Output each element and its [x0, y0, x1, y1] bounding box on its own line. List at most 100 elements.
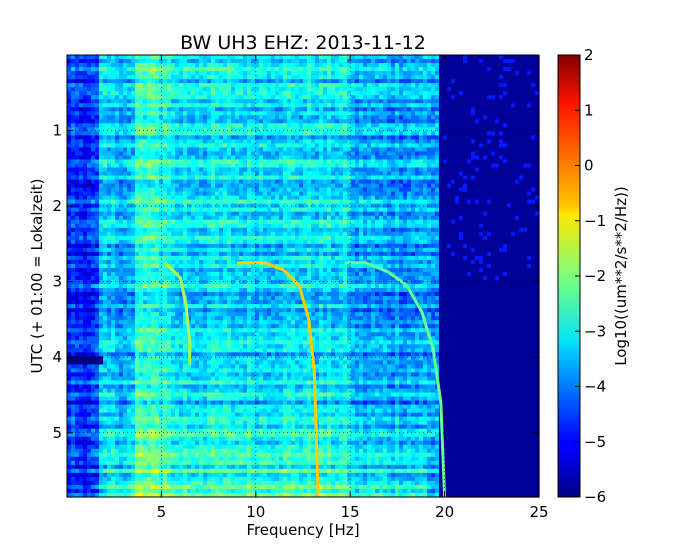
heatmap-cell: [455, 67, 460, 72]
heatmap-cell: [395, 119, 400, 124]
heatmap-cell: [415, 127, 420, 132]
heatmap-cell: [459, 215, 464, 221]
heatmap-cell: [83, 135, 88, 140]
heatmap-cell: [343, 167, 348, 173]
heatmap-cell: [267, 135, 272, 140]
heatmap-cell: [191, 83, 196, 88]
heatmap-cell: [255, 171, 260, 177]
heatmap-cell: [267, 139, 272, 144]
heatmap-cell: [531, 175, 536, 181]
heatmap-cell: [203, 95, 208, 100]
heatmap-cell: [215, 151, 220, 157]
heatmap-cell: [419, 115, 424, 120]
heatmap-cell: [71, 159, 76, 165]
heatmap-cell: [259, 143, 264, 149]
heatmap-cell: [135, 139, 140, 144]
heatmap-cell: [523, 67, 528, 72]
heatmap-cell: [443, 59, 448, 64]
heatmap-cell: [135, 131, 140, 136]
heatmap-cell: [203, 155, 208, 161]
heatmap-cell: [263, 111, 268, 116]
heatmap-cell: [463, 179, 468, 185]
heatmap-cell: [371, 215, 376, 221]
heatmap-row: [67, 67, 540, 72]
heatmap-cell: [111, 59, 116, 64]
heatmap-cell: [275, 95, 280, 100]
heatmap-cell: [91, 79, 96, 84]
heatmap-cell: [195, 167, 200, 173]
heatmap-cell: [355, 123, 360, 128]
heatmap-cell: [383, 127, 388, 132]
heatmap-cell: [291, 203, 296, 209]
heatmap-cell: [427, 99, 432, 104]
heatmap-cell: [259, 115, 264, 120]
heatmap-cell: [287, 119, 292, 124]
heatmap-cell: [451, 127, 456, 132]
heatmap-cell: [415, 215, 420, 221]
heatmap-cell: [103, 187, 108, 193]
heatmap-cell: [275, 155, 280, 161]
heatmap-cell: [91, 199, 96, 205]
heatmap-cell: [203, 59, 208, 64]
heatmap-cell: [371, 79, 376, 84]
heatmap-cell: [355, 75, 360, 80]
heatmap-cell: [459, 95, 464, 100]
heatmap-cell: [259, 75, 264, 80]
heatmap-cell: [351, 131, 356, 136]
heatmap-cell: [83, 139, 88, 144]
heatmap-cell: [323, 99, 328, 104]
heatmap-cell: [395, 59, 400, 64]
heatmap-cell: [71, 203, 76, 209]
heatmap-cell: [123, 87, 128, 92]
heatmap-cell: [207, 191, 212, 197]
heatmap-cell: [451, 115, 456, 120]
heatmap-cell: [263, 99, 268, 104]
heatmap-cell: [523, 55, 528, 60]
heatmap-cell: [271, 143, 276, 149]
heatmap-cell: [331, 119, 336, 124]
heatmap-cell: [367, 99, 372, 104]
heatmap-cell: [307, 107, 312, 112]
heatmap-cell: [167, 107, 172, 112]
heatmap-cell: [491, 115, 496, 120]
heatmap-cell: [295, 203, 300, 209]
heatmap-cell: [315, 151, 320, 157]
heatmap-cell: [403, 191, 408, 197]
heatmap-cell: [455, 163, 460, 169]
heatmap-cell: [451, 179, 456, 185]
heatmap-cell: [287, 87, 292, 92]
heatmap-cell: [107, 87, 112, 92]
heatmap-cell: [159, 171, 164, 177]
heatmap-cell: [183, 99, 188, 104]
heatmap-cell: [123, 119, 128, 124]
heatmap-cell: [315, 195, 320, 201]
heatmap-cell: [447, 119, 452, 124]
heatmap-cell: [431, 111, 436, 116]
heatmap-cell: [167, 63, 172, 68]
heatmap-cell: [323, 159, 328, 165]
heatmap-cell: [255, 151, 260, 157]
heatmap-cell: [131, 107, 136, 112]
heatmap-cell: [335, 167, 340, 173]
heatmap-cell: [251, 103, 256, 108]
heatmap-cell: [435, 119, 440, 124]
heatmap-cell: [115, 119, 120, 124]
heatmap-cell: [95, 195, 100, 201]
heatmap-cell: [427, 215, 432, 221]
heatmap-cell: [231, 151, 236, 157]
heatmap-cell: [283, 207, 288, 213]
heatmap-cell: [527, 175, 532, 181]
heatmap-cell: [431, 171, 436, 177]
heatmap-cell: [147, 139, 152, 144]
heatmap-cell: [255, 215, 260, 221]
heatmap-cell: [483, 123, 488, 128]
heatmap-cell: [431, 215, 436, 221]
heatmap-cell: [263, 59, 268, 64]
heatmap-cell: [163, 55, 168, 60]
heatmap-cell: [255, 67, 260, 72]
heatmap-cell: [223, 55, 228, 60]
heatmap-cell: [123, 203, 128, 209]
heatmap-cell: [291, 119, 296, 124]
heatmap-cell: [399, 99, 404, 104]
heatmap-cell: [403, 219, 408, 225]
